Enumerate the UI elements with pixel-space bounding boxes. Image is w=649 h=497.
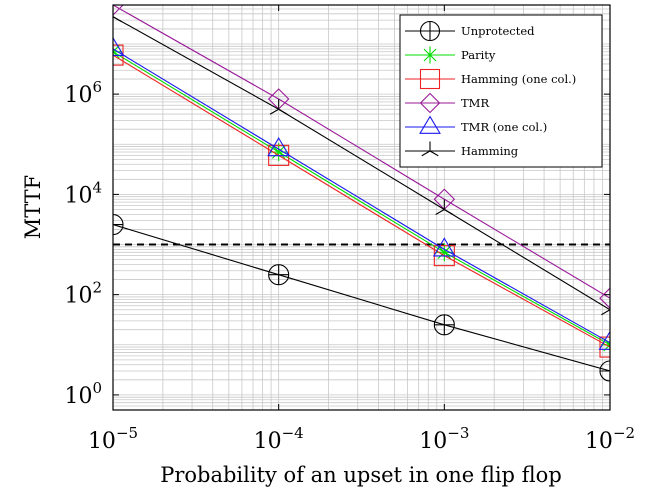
data-point-tmr-one-col — [598, 330, 610, 350]
plot-area-frame — [112, 4, 611, 411]
series-line-tmr — [113, 5, 610, 299]
y-axis-title: MTTF — [21, 175, 45, 239]
legend-label-parity: Parity — [461, 48, 496, 62]
legend-marker-unprotected — [419, 20, 441, 42]
data-point-hamming — [601, 299, 610, 316]
data-point-unprotected — [113, 214, 124, 236]
data-point-unprotected — [268, 264, 290, 286]
data-point-unprotected — [599, 360, 610, 382]
data-point-hamming — [113, 6, 122, 23]
y-tick-label: 100 — [64, 379, 102, 409]
legend-label-tmr-one-col: TMR (one col.) — [461, 120, 547, 134]
data-point-tmr-one-col — [267, 137, 291, 157]
data-point-tmr-one-col — [432, 237, 456, 257]
series-line-unprotected — [113, 224, 610, 372]
legend-marker-hamming — [421, 141, 439, 157]
x-tick-label: 10−5 — [88, 424, 138, 454]
legend-marker-tmr-one-col — [419, 115, 441, 134]
data-point-tmr-one-col — [113, 36, 125, 57]
legend-marker-tmr — [419, 92, 441, 114]
series-line-hamming-one-col — [113, 54, 610, 348]
y-tick-label: 102 — [64, 279, 102, 309]
x-tick-label: 10−4 — [254, 424, 304, 454]
x-tick-label: 10−3 — [419, 424, 469, 454]
data-point-unprotected — [433, 314, 455, 336]
y-tick-label: 106 — [64, 78, 102, 108]
legend-marker-hamming-one-col — [419, 68, 441, 90]
legend-label-hamming: Hamming — [461, 144, 519, 158]
series-line-tmr-one-col — [113, 48, 610, 344]
y-tick-label: 104 — [64, 178, 102, 208]
legend-marker-parity — [421, 46, 439, 64]
x-axis-title: Probability of an upset in one flip flop — [160, 463, 562, 487]
legend: Unprotected Parity Hamming (one col.) TMR TM… — [399, 14, 603, 168]
legend-label-unprotected: Unprotected — [461, 24, 535, 38]
series-line-hamming — [113, 16, 610, 311]
data-point-hamming — [269, 99, 288, 115]
data-point-hamming — [435, 199, 454, 215]
data-point-tmr — [599, 287, 610, 309]
data-point-hamming-one-col — [599, 336, 610, 358]
legend-label-hamming-one-col: Hamming (one col.) — [461, 72, 576, 86]
series-line-parity — [113, 51, 610, 346]
legend-label-tmr: TMR — [461, 96, 489, 110]
x-tick-label: 10−2 — [585, 424, 635, 454]
